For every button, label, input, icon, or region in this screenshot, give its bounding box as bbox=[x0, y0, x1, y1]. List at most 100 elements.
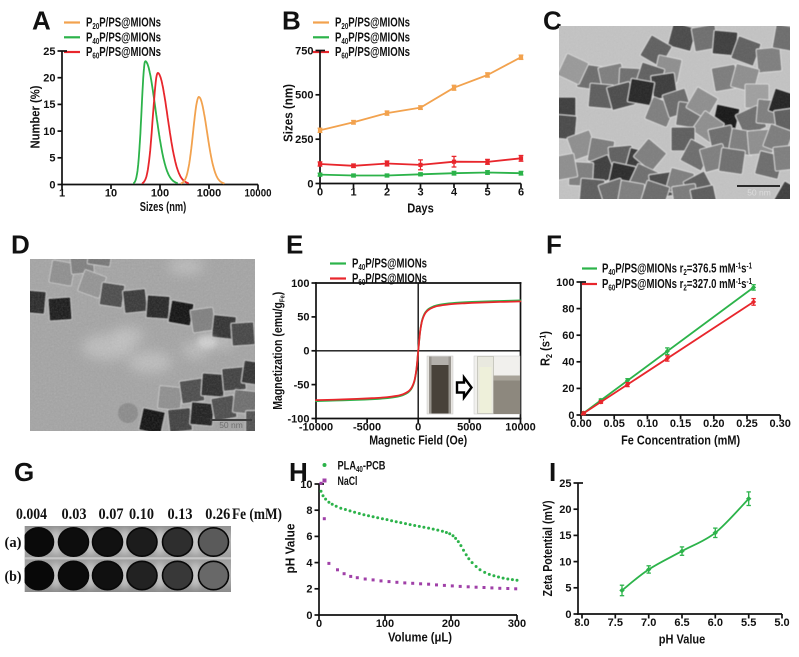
svg-text:10: 10 bbox=[559, 556, 571, 568]
svg-text:Sizes (nm): Sizes (nm) bbox=[140, 200, 187, 214]
svg-text:0.15: 0.15 bbox=[670, 418, 691, 430]
svg-text:0.07: 0.07 bbox=[99, 506, 124, 523]
svg-text:0: 0 bbox=[316, 618, 322, 630]
svg-text:Number (%): Number (%) bbox=[29, 86, 43, 149]
svg-text:0.26: 0.26 bbox=[205, 506, 230, 523]
svg-text:25: 25 bbox=[559, 478, 571, 490]
svg-text:pH Value: pH Value bbox=[659, 633, 706, 647]
svg-text:P60​P/PS@MIONs: P60​P/PS@MIONs bbox=[86, 45, 161, 61]
svg-text:P60​P/PS@MIONs r2​=327.0 mM-1​: P60​P/PS@MIONs r2​=327.0 mM-1​s-1​ bbox=[602, 277, 752, 293]
svg-text:10000: 10000 bbox=[245, 188, 272, 200]
svg-text:100: 100 bbox=[376, 618, 394, 630]
svg-text:0: 0 bbox=[307, 178, 313, 190]
svg-text:D: D bbox=[11, 230, 30, 260]
svg-text:Volume (μL): Volume (μL) bbox=[388, 631, 452, 645]
svg-text:5000: 5000 bbox=[457, 422, 481, 434]
svg-text:0.05: 0.05 bbox=[603, 418, 624, 430]
svg-text:5: 5 bbox=[484, 187, 490, 199]
svg-text:pH Value: pH Value bbox=[284, 523, 298, 573]
svg-text:P20​P/PS@MIONs: P20​P/PS@MIONs bbox=[335, 16, 410, 32]
svg-text:8: 8 bbox=[306, 505, 312, 517]
svg-text:2: 2 bbox=[384, 187, 390, 199]
svg-text:6.0: 6.0 bbox=[708, 617, 723, 629]
svg-text:10: 10 bbox=[105, 188, 117, 200]
svg-text:-50: -50 bbox=[294, 379, 310, 391]
svg-text:F: F bbox=[546, 230, 562, 260]
svg-text:6: 6 bbox=[306, 531, 312, 543]
svg-text:20: 20 bbox=[562, 383, 574, 395]
svg-text:0.13: 0.13 bbox=[168, 506, 193, 523]
svg-text:250: 250 bbox=[295, 134, 313, 146]
svg-text:A: A bbox=[32, 6, 51, 36]
svg-text:50 nm: 50 nm bbox=[747, 188, 771, 198]
svg-text:-10000: -10000 bbox=[299, 422, 333, 434]
svg-text:20: 20 bbox=[43, 73, 55, 85]
svg-text:PLA40​-PCB: PLA40​-PCB bbox=[338, 459, 386, 475]
svg-text:0.20: 0.20 bbox=[703, 418, 724, 430]
svg-text:0: 0 bbox=[415, 422, 421, 434]
svg-text:(a): (a) bbox=[5, 535, 22, 551]
svg-text:1: 1 bbox=[59, 188, 65, 200]
svg-text:0: 0 bbox=[568, 410, 574, 422]
svg-text:7.0: 7.0 bbox=[641, 617, 656, 629]
svg-text:-5000: -5000 bbox=[353, 422, 381, 434]
svg-text:5.0: 5.0 bbox=[774, 617, 789, 629]
svg-text:0.004: 0.004 bbox=[16, 506, 47, 523]
svg-text:0.03: 0.03 bbox=[62, 506, 87, 523]
svg-text:15: 15 bbox=[559, 530, 571, 542]
svg-text:-100: -100 bbox=[287, 413, 309, 425]
svg-text:10: 10 bbox=[300, 479, 312, 491]
svg-text:0.30: 0.30 bbox=[769, 418, 790, 430]
svg-text:P60​P/PS@MIONs: P60​P/PS@MIONs bbox=[335, 45, 410, 61]
svg-text:Magnetization (emu/gFe​): Magnetization (emu/gFe​) bbox=[271, 292, 287, 410]
svg-text:Zeta Potential (mV): Zeta Potential (mV) bbox=[541, 501, 555, 597]
svg-text:I: I bbox=[549, 457, 556, 487]
svg-text:P60​P/PS@MIONs: P60​P/PS@MIONs bbox=[352, 272, 427, 288]
svg-text:4: 4 bbox=[451, 187, 458, 199]
svg-text:15: 15 bbox=[43, 99, 55, 111]
svg-text:3: 3 bbox=[417, 187, 423, 199]
svg-text:E: E bbox=[286, 230, 303, 260]
svg-text:0: 0 bbox=[317, 187, 323, 199]
svg-text:H: H bbox=[289, 457, 308, 487]
svg-text:B: B bbox=[282, 6, 301, 36]
svg-text:C: C bbox=[543, 6, 562, 36]
svg-text:P40​P/PS@MIONs: P40​P/PS@MIONs bbox=[352, 257, 427, 273]
svg-text:1000: 1000 bbox=[197, 188, 221, 200]
svg-text:1: 1 bbox=[350, 187, 356, 199]
svg-text:0.10: 0.10 bbox=[637, 418, 658, 430]
svg-text:60: 60 bbox=[562, 330, 574, 342]
svg-text:P40​P/PS@MIONs: P40​P/PS@MIONs bbox=[86, 31, 161, 47]
svg-text:0: 0 bbox=[303, 346, 309, 358]
svg-text:10: 10 bbox=[43, 126, 55, 138]
svg-text:5: 5 bbox=[565, 583, 571, 595]
svg-text:50: 50 bbox=[297, 312, 309, 324]
svg-text:50 nm: 50 nm bbox=[219, 420, 243, 430]
svg-text:Days: Days bbox=[407, 202, 434, 216]
svg-text:Magnetic Field (Oe): Magnetic Field (Oe) bbox=[369, 434, 467, 448]
svg-text:750: 750 bbox=[295, 45, 313, 57]
svg-text:0: 0 bbox=[49, 179, 55, 191]
svg-text:200: 200 bbox=[442, 618, 460, 630]
svg-text:0.10: 0.10 bbox=[129, 506, 154, 523]
svg-text:7.5: 7.5 bbox=[608, 617, 623, 629]
svg-text:Sizes (nm): Sizes (nm) bbox=[281, 84, 296, 142]
svg-text:NaCl: NaCl bbox=[338, 474, 358, 488]
svg-text:100: 100 bbox=[556, 277, 574, 289]
svg-text:6: 6 bbox=[518, 187, 524, 199]
svg-text:300: 300 bbox=[508, 618, 526, 630]
svg-text:100: 100 bbox=[151, 188, 169, 200]
svg-text:5.5: 5.5 bbox=[741, 617, 756, 629]
svg-text:0.00: 0.00 bbox=[570, 418, 591, 430]
svg-text:P40​P/PS@MIONs: P40​P/PS@MIONs bbox=[335, 31, 410, 47]
svg-text:0: 0 bbox=[565, 609, 571, 621]
svg-text:80: 80 bbox=[562, 303, 574, 315]
svg-text:P20​P/PS@MIONs: P20​P/PS@MIONs bbox=[86, 16, 161, 32]
svg-text:25: 25 bbox=[43, 46, 55, 58]
svg-text:4: 4 bbox=[306, 557, 313, 569]
svg-text:P40​P/PS@MIONs r2​=376.5 mM-1​: P40​P/PS@MIONs r2​=376.5 mM-1​s-1​ bbox=[602, 262, 752, 278]
svg-text:5: 5 bbox=[49, 153, 55, 165]
svg-text:10000: 10000 bbox=[505, 422, 536, 434]
svg-text:6.5: 6.5 bbox=[674, 617, 689, 629]
svg-text:G: G bbox=[14, 457, 34, 487]
